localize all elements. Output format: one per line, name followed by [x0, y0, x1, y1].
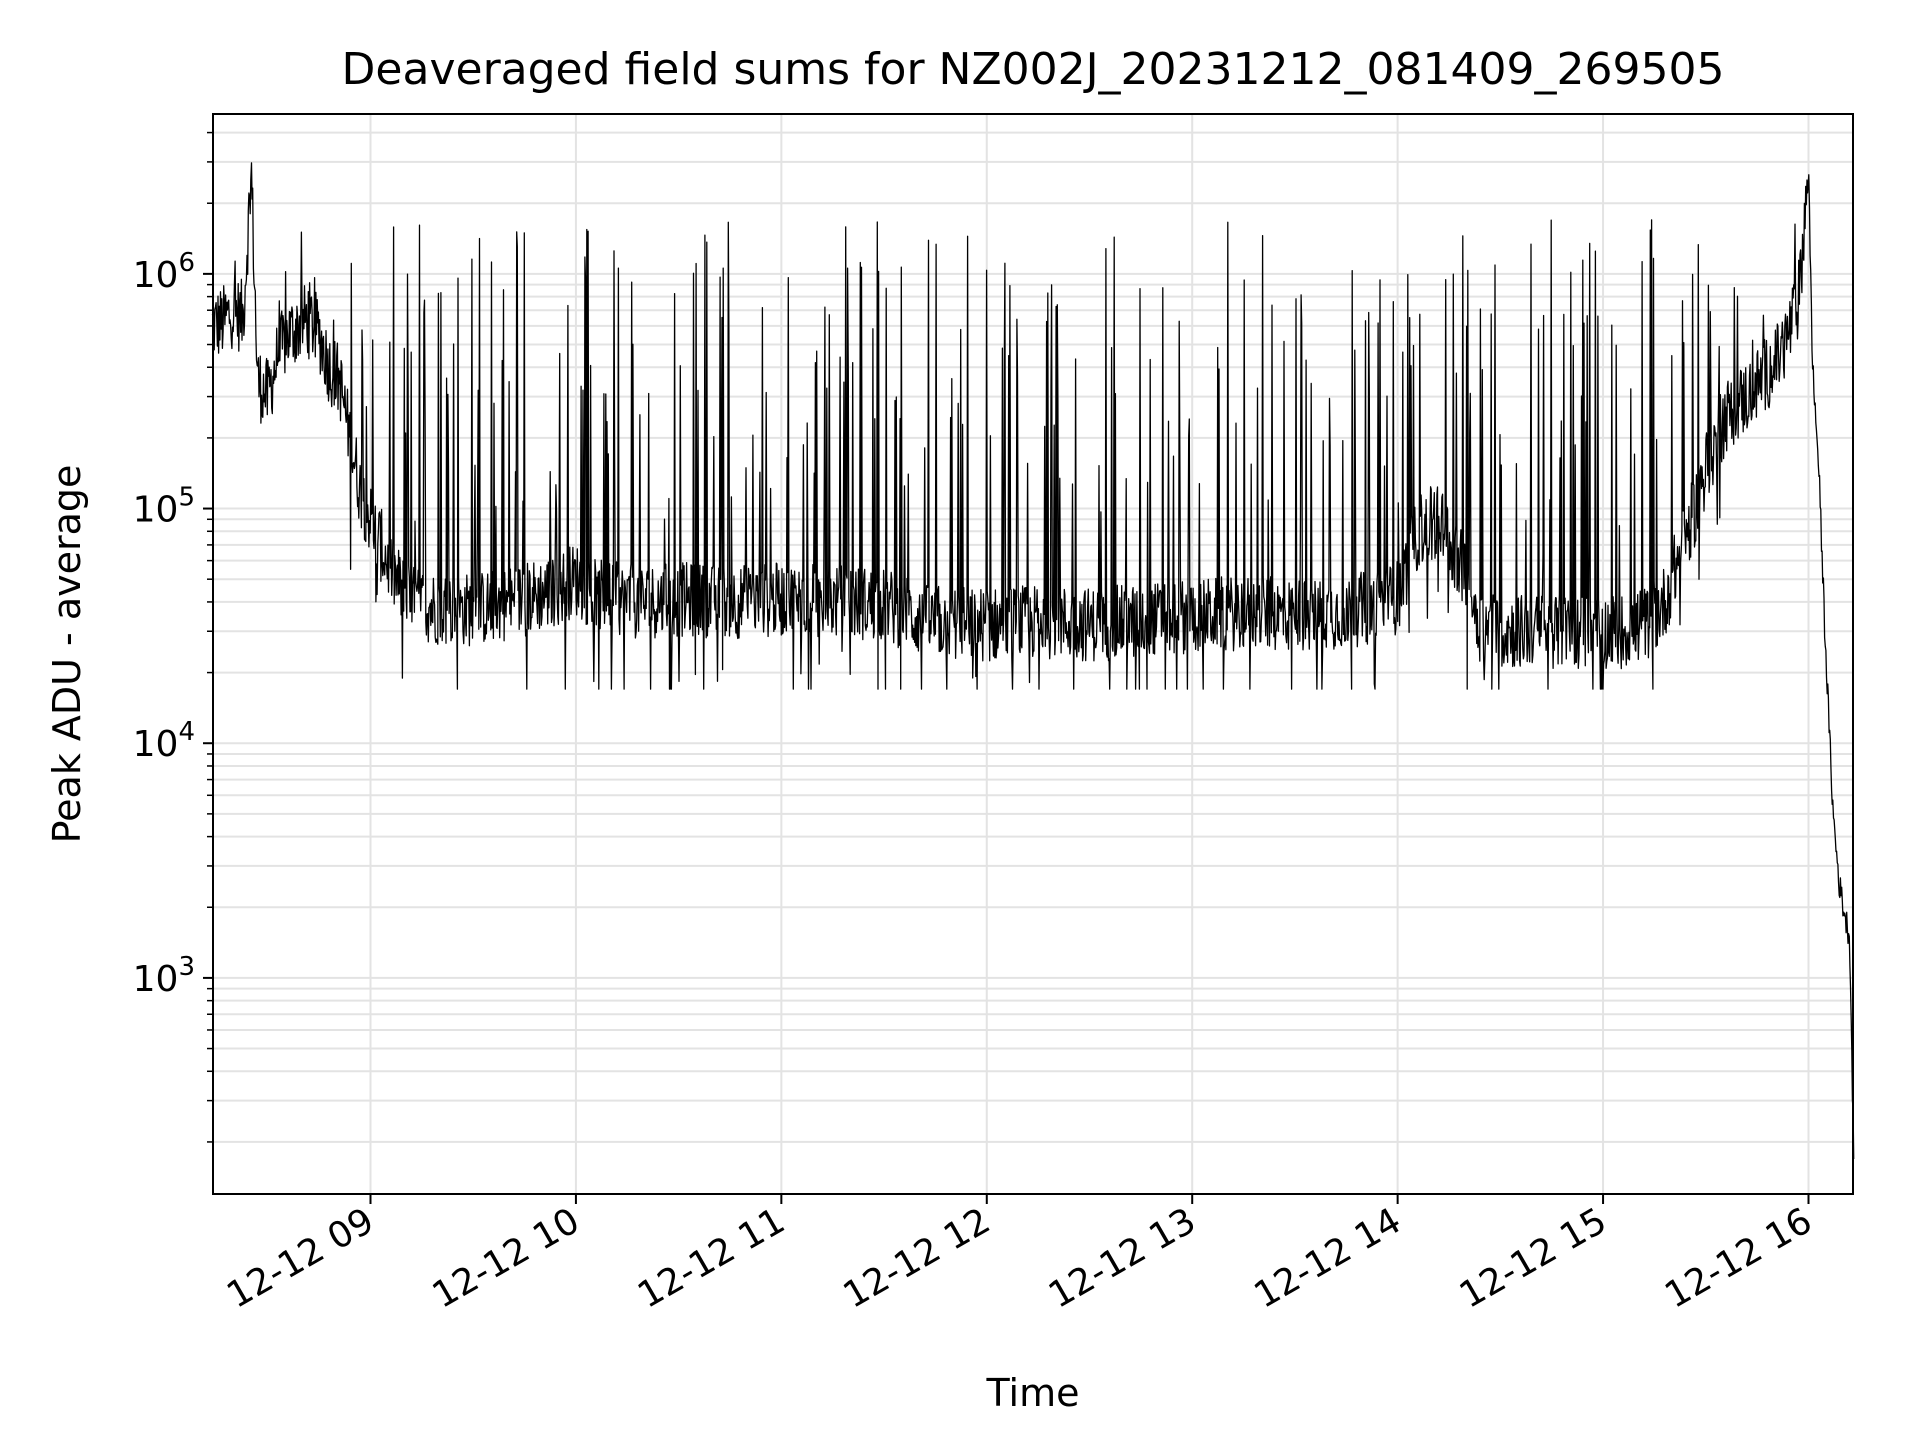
series-line — [211, 162, 1855, 1160]
y-tick-label: 104 — [133, 717, 195, 765]
x-axis-label: Time — [986, 1371, 1080, 1415]
y-tick-label: 106 — [133, 248, 195, 296]
plot-frame — [212, 113, 1854, 1195]
chart-title: Deaveraged field sums for NZ002J_2023121… — [342, 44, 1725, 95]
y-tick-label: 105 — [133, 483, 195, 531]
y-tick-label: 103 — [133, 952, 195, 1000]
data-series — [211, 162, 1855, 1160]
y-axis-label: Peak ADU - average — [45, 465, 89, 844]
